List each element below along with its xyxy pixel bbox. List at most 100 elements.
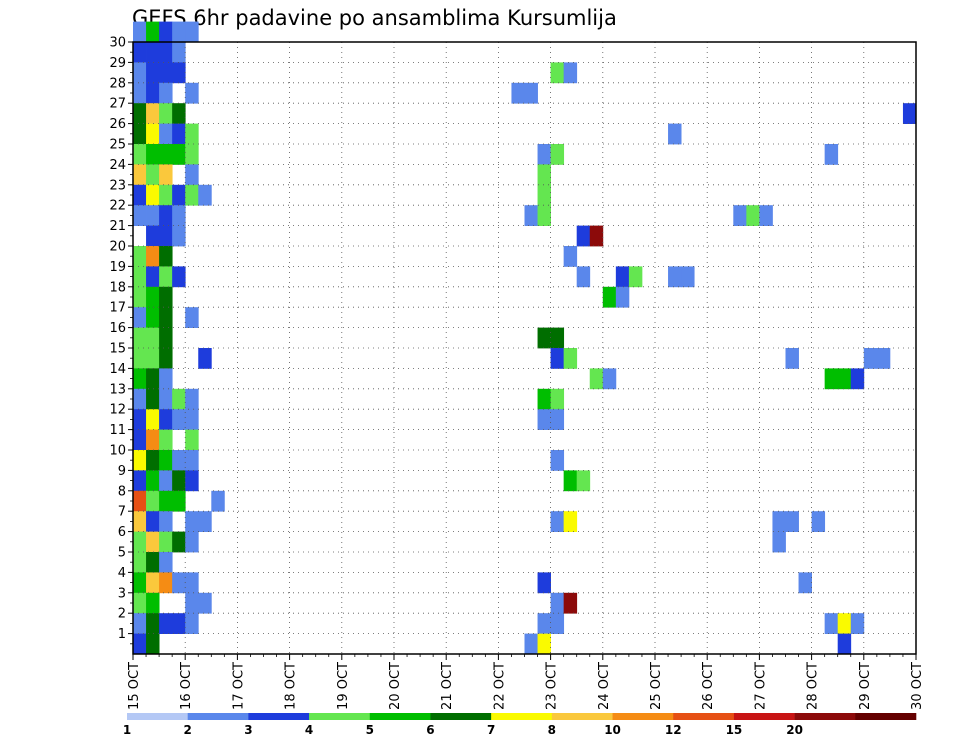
- heatmap-cell: [172, 266, 186, 288]
- y-tick-label: 15: [109, 342, 126, 357]
- heatmap-cell: [550, 613, 565, 634]
- heatmap-cell: [159, 327, 173, 349]
- x-tick-label: 28 OCT: [806, 662, 821, 710]
- heatmap-cell: [172, 42, 186, 63]
- heatmap-cell: [146, 286, 160, 308]
- heatmap-cell: [133, 450, 147, 471]
- heatmap-cell: [537, 327, 551, 349]
- y-tick-label: 6: [118, 525, 126, 540]
- x-tick-label: 16 OCT: [179, 662, 194, 710]
- x-tick-label: 20 OCT: [388, 662, 403, 710]
- colorbar-swatch: [551, 713, 613, 720]
- heatmap-cell: [524, 82, 538, 104]
- heatmap-cell: [511, 82, 525, 104]
- heatmap-cell: [133, 511, 147, 532]
- y-tick-label: 22: [109, 199, 126, 214]
- heatmap-cell: [133, 592, 147, 614]
- heatmap-cell: [563, 511, 578, 532]
- colorbar-swatch: [794, 713, 856, 720]
- heatmap-cell: [146, 572, 160, 594]
- colorbar-swatch: [855, 713, 917, 720]
- heatmap-cell: [146, 592, 160, 614]
- heatmap-cell: [172, 184, 186, 206]
- y-tick-label: 21: [109, 219, 126, 234]
- heatmap-cell: [550, 450, 565, 471]
- heatmap-cell: [576, 470, 591, 492]
- heatmap-cell: [876, 348, 891, 369]
- heatmap-cell: [576, 225, 591, 247]
- heatmap-cell: [133, 470, 147, 492]
- colorbar-label: 7: [487, 723, 495, 737]
- heatmap-cell: [146, 246, 160, 267]
- colorbar: 1 2 3 4 5 6 7 8 10 12 15 20: [123, 713, 917, 737]
- heatmap-cell: [146, 42, 160, 63]
- heatmap-cell: [185, 613, 199, 634]
- heatmap-cell: [146, 184, 160, 206]
- heatmap-cell: [159, 123, 173, 145]
- y-tick-label: 4: [118, 566, 126, 581]
- heatmap-cell: [172, 21, 186, 43]
- y-tick-label: 14: [109, 362, 126, 377]
- heatmap-cell: [146, 613, 160, 634]
- heatmap-cell: [185, 21, 199, 43]
- heatmap-cell: [628, 266, 643, 288]
- heatmap-cell: [159, 21, 173, 43]
- heatmap-cell: [589, 368, 604, 390]
- heatmap-cell: [133, 164, 147, 186]
- heatmap-cell: [185, 164, 199, 186]
- heatmap-cell: [146, 62, 160, 84]
- heatmap-cell: [146, 144, 160, 165]
- heatmap-cell: [589, 225, 604, 247]
- heatmap-cell: [133, 613, 147, 634]
- y-tick-label: 23: [109, 178, 126, 193]
- heatmap-cell: [146, 409, 160, 430]
- x-tick-label: 27 OCT: [753, 662, 768, 710]
- colorbar-swatch: [187, 713, 249, 720]
- heatmap-cell: [159, 184, 173, 206]
- heatmap-cell: [185, 307, 199, 328]
- heatmap-cell: [159, 225, 173, 247]
- colorbar-label: 8: [548, 723, 556, 737]
- heatmap-cell: [133, 144, 147, 165]
- heatmap-cell: [537, 164, 551, 186]
- heatmap-cell: [159, 164, 173, 186]
- heatmap-cell: [172, 62, 186, 84]
- colorbar-label: 12: [665, 723, 682, 737]
- colorbar-swatch: [430, 713, 492, 720]
- heatmap-cell: [563, 62, 578, 84]
- heatmap-cell: [211, 490, 225, 512]
- heatmap-cell: [133, 21, 147, 43]
- y-tick-label: 24: [109, 158, 126, 173]
- heatmap-cell: [159, 388, 173, 410]
- heatmap-cell: [159, 572, 173, 594]
- heatmap-cell: [172, 450, 186, 471]
- x-tick-label: 17 OCT: [231, 662, 246, 710]
- heatmap-cell: [133, 42, 147, 63]
- heatmap-cell: [159, 205, 173, 226]
- colorbar-label: 3: [244, 723, 252, 737]
- heatmap-cell: [146, 368, 160, 390]
- x-tick-label: 29 OCT: [858, 662, 873, 710]
- y-tick-label: 9: [118, 464, 126, 479]
- heatmap-cell: [185, 531, 199, 553]
- heatmap-cell: [837, 633, 852, 655]
- colorbar-label: 2: [184, 723, 192, 737]
- y-tick-label: 20: [109, 240, 126, 255]
- heatmap-cell: [824, 613, 839, 634]
- heatmap-cell: [185, 184, 199, 206]
- heatmap-cell: [563, 592, 578, 614]
- heatmap-cell: [146, 307, 160, 328]
- heatmap-cell: [563, 348, 578, 369]
- heatmap-cell: [159, 348, 173, 369]
- heatmap-cell: [172, 409, 186, 430]
- colorbar-swatch: [369, 713, 431, 720]
- x-tick-label: 22 OCT: [492, 662, 507, 710]
- heatmap-cell: [550, 592, 565, 614]
- heatmap-cell: [837, 613, 852, 634]
- x-tick-label: 23 OCT: [545, 662, 560, 710]
- heatmap-cell: [185, 450, 199, 471]
- heatmap-cell: [550, 62, 565, 84]
- heatmap-cell: [133, 490, 147, 512]
- heatmap-cell: [159, 490, 173, 512]
